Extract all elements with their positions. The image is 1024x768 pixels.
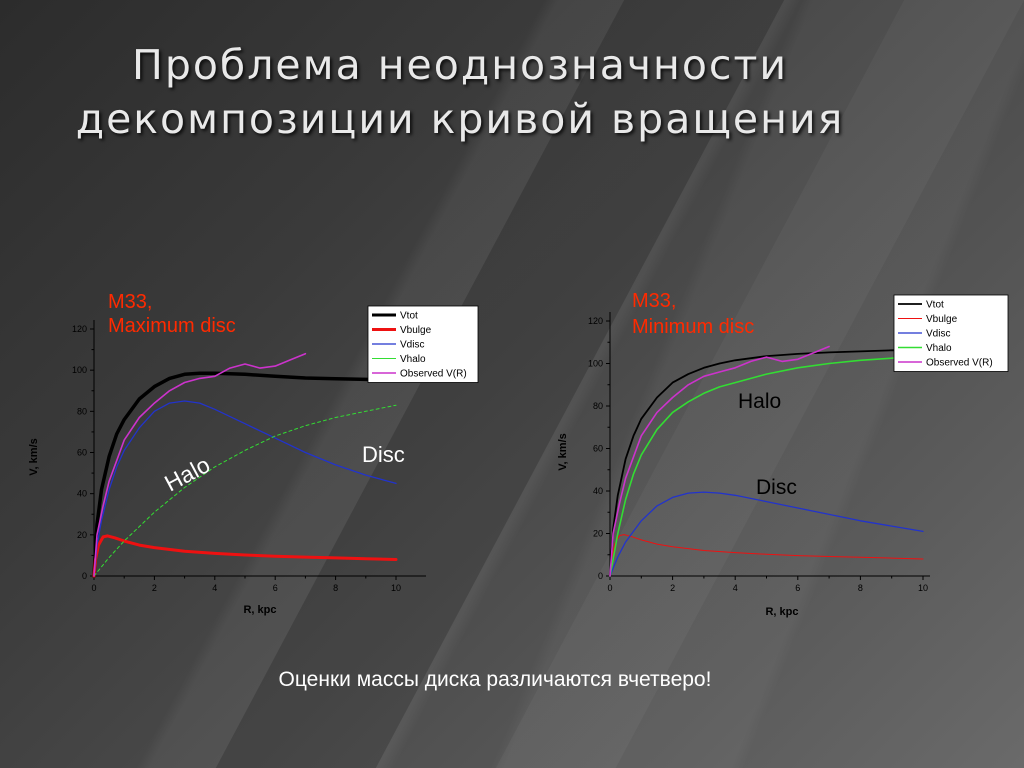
x-tick-label: 6 bbox=[795, 583, 800, 593]
series-line-vdisc bbox=[93, 400, 397, 577]
y-tick-label: 20 bbox=[77, 530, 87, 540]
series-line-vhalo bbox=[609, 355, 924, 577]
y-tick-label: 80 bbox=[77, 406, 87, 416]
x-tick-label: 2 bbox=[152, 583, 157, 593]
legend-entry: Vtot bbox=[926, 300, 944, 311]
y-tick-label: 120 bbox=[588, 316, 603, 326]
x-tick-label: 2 bbox=[670, 583, 675, 593]
annotation-halo: Halo bbox=[738, 390, 781, 413]
y-tick-label: 120 bbox=[72, 324, 87, 334]
legend-entry: Vtot bbox=[400, 311, 418, 322]
y-axis-label: V, km/s bbox=[28, 438, 40, 476]
chart-legend: Vtot Vbulge Vdisc Vhalo Observed V(R) bbox=[367, 305, 479, 383]
chart-title-line: M33, bbox=[632, 290, 676, 312]
slide-title-line-1: Проблема неоднозначности bbox=[131, 41, 788, 89]
annotation-disc: Disc bbox=[362, 442, 405, 467]
y-tick-label: 80 bbox=[593, 401, 603, 411]
y-tick-label: 0 bbox=[82, 571, 87, 581]
legend-entry: Vhalo bbox=[926, 343, 952, 354]
annotation-disc: Disc bbox=[756, 476, 797, 499]
y-tick-label: 60 bbox=[593, 444, 603, 454]
x-tick-label: 10 bbox=[918, 583, 928, 593]
legend-entry: Vdisc bbox=[400, 340, 424, 351]
chart-title-line: Minimum disc bbox=[632, 316, 754, 338]
series-line-vtot bbox=[92, 371, 398, 578]
x-tick-label: 0 bbox=[91, 583, 96, 593]
x-tick-label: 10 bbox=[391, 583, 401, 593]
legend-entry: Observed V(R) bbox=[926, 358, 993, 369]
y-tick-label: 20 bbox=[593, 529, 603, 539]
series-line-vbulge bbox=[92, 534, 398, 578]
chart-title-line: M33, bbox=[108, 291, 152, 313]
slide-title-line-2: декомпозиции кривой вращения bbox=[75, 95, 845, 143]
legend-entry: Observed V(R) bbox=[400, 369, 467, 380]
chart-title-line: Maximum disc bbox=[108, 315, 236, 337]
x-tick-label: 0 bbox=[607, 583, 612, 593]
series-line-vtot bbox=[609, 348, 924, 577]
chart-legend: Vtot Vbulge Vdisc Vhalo Observed V(R) bbox=[893, 294, 1009, 372]
y-axis-label: V, km/s bbox=[557, 433, 569, 471]
x-tick-label: 4 bbox=[212, 583, 217, 593]
series-line-observed-v-r- bbox=[93, 352, 307, 577]
y-tick-label: 100 bbox=[588, 359, 603, 369]
x-tick-label: 8 bbox=[333, 583, 338, 593]
y-tick-label: 60 bbox=[77, 448, 87, 458]
x-tick-label: 4 bbox=[733, 583, 738, 593]
slide-title: Проблема неоднозначности декомпозиции кр… bbox=[0, 38, 920, 146]
annotation-halo: Halo bbox=[160, 451, 214, 496]
slide-caption: Оценки массы диска различаются вчетверо! bbox=[278, 668, 712, 691]
y-tick-label: 40 bbox=[77, 489, 87, 499]
series-line-vdisc bbox=[609, 491, 924, 577]
y-tick-label: 0 bbox=[598, 571, 603, 581]
y-tick-label: 100 bbox=[72, 365, 87, 375]
series-line-observed-v-r- bbox=[609, 345, 830, 577]
y-tick-label: 40 bbox=[593, 486, 603, 496]
legend-entry: Vbulge bbox=[400, 325, 432, 336]
legend-entry: Vdisc bbox=[926, 329, 950, 340]
x-axis-label: R, kpc bbox=[243, 604, 276, 616]
x-tick-label: 6 bbox=[273, 583, 278, 593]
series-line-vhalo bbox=[93, 404, 397, 577]
series-line-vbulge bbox=[609, 534, 924, 577]
x-tick-label: 8 bbox=[858, 583, 863, 593]
x-axis-label: R, kpc bbox=[765, 606, 798, 618]
legend-entry: Vhalo bbox=[400, 354, 426, 365]
legend-entry: Vbulge bbox=[926, 314, 958, 325]
